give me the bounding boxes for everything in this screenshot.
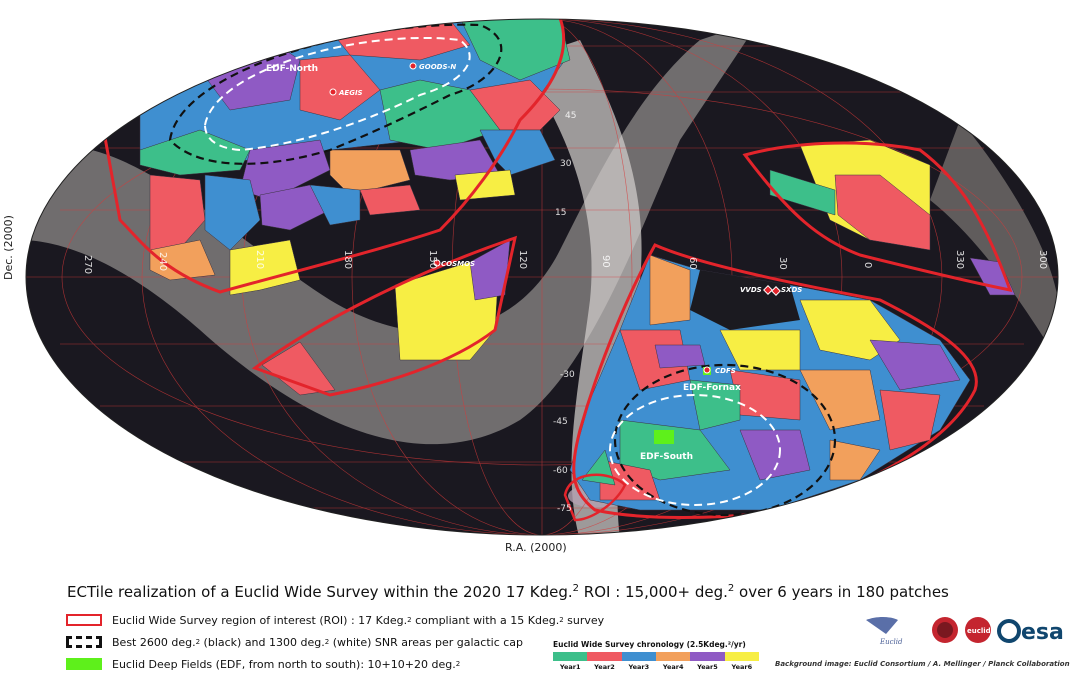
milky-way-band [26, 20, 760, 445]
dec-tick: -75 [557, 504, 572, 514]
legend-snr-text-b: (black) and 1300 deg. [200, 635, 325, 649]
east-patch [769, 139, 1016, 296]
ra-tick: 90 [600, 255, 611, 268]
legend-snr-swatch [66, 636, 102, 648]
dec-tick: 45 [565, 111, 576, 121]
snr-black-areas [168, 23, 837, 517]
vvds-region [690, 270, 800, 330]
caption-sup: 2 [572, 583, 580, 594]
ra-tick-labels: 270 240 210 180 150 120 90 60 30 0 330 3… [82, 250, 1048, 274]
snr-white-areas [203, 36, 781, 506]
legend-sup: 2 [324, 638, 330, 646]
label-vvds: VVDS [740, 286, 762, 294]
legend-roi-swatch [66, 614, 102, 626]
chronology-title: Euclid Wide Survey chronology (2.5Kdeg.²… [553, 640, 746, 649]
field-markers [329, 62, 781, 374]
legend-roi: Euclid Wide Survey region of interest (R… [66, 611, 604, 629]
legend-sup: 2 [559, 616, 564, 624]
caption-sup2: 2 [727, 583, 735, 594]
label-edf-north: EDF-North [266, 64, 318, 74]
label-cosmos: COSMOS [441, 260, 475, 268]
year-label: Year5 [697, 663, 718, 671]
sky-map: 270 240 210 180 150 120 90 60 30 0 330 3… [25, 18, 1059, 536]
dec-tick: 30 [560, 159, 572, 169]
label-edf-south: EDF-South [640, 452, 693, 462]
year4-swatch [655, 652, 691, 661]
ra-tick: 270 [82, 255, 93, 274]
euclid-logo-text: euclid [967, 627, 991, 635]
year-label: Year3 [628, 663, 650, 671]
legend-snr-text-a: Best 2600 deg. [112, 635, 196, 649]
euclid-small-logo: Euclid [866, 617, 903, 646]
figure-caption: ECTile realization of a Euclid Wide Surv… [67, 583, 949, 601]
ra-tick: 210 [254, 250, 265, 269]
south-cap-patches [569, 254, 971, 511]
year6-swatch [724, 652, 759, 661]
partner-logos: Euclid euclid esa [866, 617, 1064, 646]
field-labels: EDF-North GOODS-N AEGIS COSMOS VVDS SXDS… [266, 63, 802, 462]
milky-way-east [930, 120, 1058, 360]
year-label: Year2 [594, 663, 615, 671]
mid-patch [261, 239, 511, 396]
legend-edf-text: Euclid Deep Fields (EDF, from north to s… [112, 657, 456, 671]
dec-tick-labels: -75 -60 -45 -30 15 30 45 [553, 111, 576, 514]
year3-swatch [621, 652, 656, 661]
caption-pre: ECTile realization of a Euclid Wide Surv… [67, 583, 573, 601]
legend-edf-swatch [66, 658, 102, 670]
year1-swatch [553, 652, 588, 661]
legend-roi-text-a: Euclid Wide Survey region of interest (R… [112, 613, 408, 627]
image-credit: Background image: Euclid Consortium / A.… [775, 660, 1070, 668]
legend-snr-text-c: (white) SNR areas per galactic cap [329, 635, 524, 649]
legend-edf: Euclid Deep Fields (EDF, from north to s… [66, 655, 460, 673]
chronology-legend: Euclid Wide Survey chronology (2.5Kdeg.²… [553, 640, 759, 671]
map-border [25, 18, 1059, 536]
ra-tick: 300 [1037, 250, 1048, 269]
x-axis-label: R.A. (2000) [505, 541, 567, 554]
caption-post: over 6 years in 180 patches [734, 583, 949, 601]
year-label: Year6 [731, 663, 753, 671]
year2-swatch [587, 652, 622, 661]
ra-tick: 180 [342, 250, 353, 269]
north-cap-patches [139, 19, 571, 296]
legend-sup: 2 [195, 638, 201, 646]
esa-logo: esa [997, 619, 1064, 645]
caption-mid: ROI : 15,000+ deg. [579, 583, 728, 601]
year5-swatch [690, 652, 725, 661]
chronology-labels: Year1 Year2 Year3 Year4 Year5 Year6 [553, 663, 759, 671]
ra-tick: 30 [777, 257, 788, 270]
ra-tick: 0 [862, 262, 873, 268]
lmc-outline [563, 473, 627, 522]
year-label: Year4 [662, 663, 684, 671]
esa-logo-text: esa [1021, 620, 1064, 645]
ra-tick: 330 [954, 250, 965, 269]
legend-sup: 2 [455, 660, 461, 668]
y-axis-label-wrap: Dec. (2000) [2, 215, 22, 350]
legend-snr: Best 2600 deg. 2 (black) and 1300 deg. 2 (… [66, 633, 523, 651]
ra-tick: 240 [157, 252, 168, 271]
euclid-small-text: Euclid [879, 638, 903, 646]
dec-tick: -30 [560, 370, 575, 380]
ra-tick: 150 [427, 250, 438, 269]
legend-roi-text-b: compliant with a 15 Kdeg. [411, 613, 560, 627]
year-label: Year1 [559, 663, 581, 671]
dec-tick: 15 [555, 208, 566, 218]
label-aegis: AEGIS [338, 89, 363, 97]
ra-tick: 60 [687, 257, 698, 270]
label-sxds: SXDS [781, 286, 802, 294]
legend-roi-text-c: survey [563, 613, 605, 627]
y-axis-label: Dec. (2000) [2, 215, 15, 280]
euclid-logo: euclid [932, 617, 991, 643]
dec-tick: -45 [553, 417, 568, 427]
label-goods-n: GOODS-N [419, 63, 456, 71]
dec-tick: -60 [553, 466, 568, 476]
label-cdfs: CDFS [715, 367, 736, 375]
chronology-bar [553, 652, 759, 661]
ra-tick: 120 [517, 250, 528, 269]
label-edf-fornax: EDF-Fornax [683, 383, 741, 393]
legend-sup: 2 [407, 616, 412, 624]
